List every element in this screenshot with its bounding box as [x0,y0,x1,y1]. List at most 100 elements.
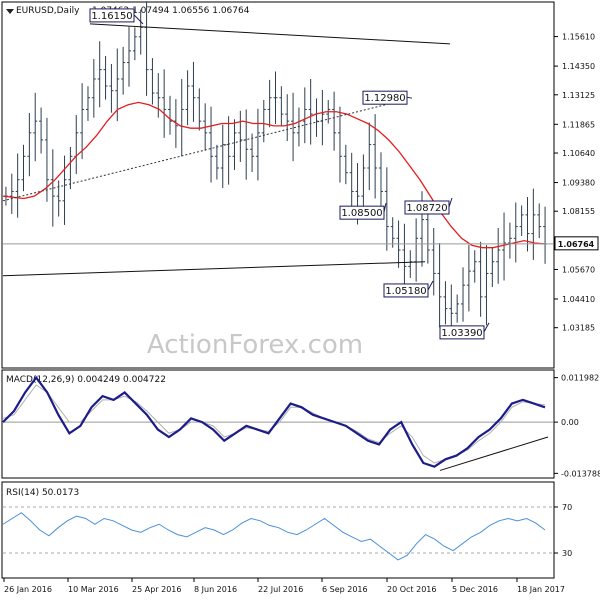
current-price-tag [554,236,599,251]
rsi-tick-label: 70 [562,503,572,512]
price-tick-label: 1.13125 [562,91,595,100]
upper-trendline [89,23,451,45]
price-bar [443,281,448,325]
price-bar [308,78,313,145]
price-bar [437,242,442,328]
x-tick-label: 26 Jan 2016 [4,585,52,594]
price-bar [56,180,61,217]
price-bar [378,152,383,208]
annotation-label: 1.08720 [406,203,447,214]
lower-trendline [2,261,426,277]
price-bar [461,267,466,322]
price-annotation: 1.05180 [383,280,434,298]
annotation-leader [133,14,144,25]
price-bar [390,217,395,248]
price-bar [50,149,55,227]
x-tick-label: 10 Mar 2016 [68,585,119,594]
price-bar [285,94,290,142]
rsi-panel-frame [1,481,555,579]
price-bar [62,155,67,225]
price-bar [273,71,278,124]
price-bar [109,63,114,113]
axis-layer: 1.15610 1.14350 1.13125 1.11865 1.10640 1.093… [3,33,600,594]
price-bar [267,79,272,128]
x-tick-label: 6 Sep 2016 [322,585,368,594]
annotation-box [404,200,450,215]
price-bar [214,144,219,180]
price-bar [179,78,184,157]
price-bar [332,91,337,151]
macd-tick-label: -0.013788 [561,469,600,478]
price-bar [320,89,325,146]
price-bar [244,109,249,180]
moving-average-line [2,101,546,249]
price-annotation: 1.08500 [339,203,387,220]
price-bar [103,56,108,100]
price-bar [414,218,419,282]
price-bar [126,26,131,87]
price-bar [156,73,161,118]
x-tick-label: 20 Oct 2016 [387,585,436,594]
price-bar [472,250,477,283]
price-tick-label: 1.11865 [562,120,595,129]
price-bar [525,197,530,252]
x-tick-label: 8 Jun 2016 [194,585,237,594]
x-tick-label: 5 Dec 2016 [452,585,498,594]
price-bar [384,167,389,251]
price-bar [21,144,26,192]
price-tick-label: 1.09380 [562,179,595,188]
header-ohlc: 1.07462 1.07494 1.06556 1.06764 [92,6,250,16]
price-bar [9,173,14,214]
price-bar [496,227,501,284]
current-price-label: 1.06764 [558,240,595,249]
price-bar [162,69,167,138]
price-bar [220,124,225,188]
annotation-leader [448,197,453,208]
macd-title: MACD(12,26,9) 0.004249 0.004722 [6,375,166,385]
price-tick-label: 1.14350 [562,62,595,71]
price-bar [408,250,413,278]
price-tick-label: 1.15610 [562,33,595,42]
price-bar [349,152,354,212]
price-bar [337,106,342,183]
price-bar [80,83,85,160]
price-bar [291,92,296,162]
price-bar [367,122,372,191]
annotation-leader [383,203,387,213]
annotation-leader [427,280,434,291]
price-bar [361,154,366,210]
x-tick-label: 25 Apr 2016 [132,585,181,594]
price-layer: 1.16150 1.12980 1.08500 1.08720 1.05180 1.033… [2,1,553,340]
macd-trendline [439,436,549,471]
chart-header: EURUSD,Daily 1.07462 1.07494 1.06556 1.0… [6,6,250,16]
price-bar [250,133,255,172]
price-bar [33,92,38,162]
annotation-box [383,283,429,298]
macd-layer: MACD(12,26,9) 0.004249 0.004722 [2,375,553,471]
annotation-leader [483,322,490,333]
price-bar [484,245,489,326]
header-triangle-icon [6,9,14,14]
price-bar [238,110,243,162]
price-bar [261,100,266,143]
rsi-tick-label: 30 [562,549,572,558]
price-bar [15,153,20,218]
price-bar [314,98,319,137]
price-bar [191,61,196,122]
price-bar [27,112,32,177]
price-panel-frame [1,1,555,369]
price-bar [343,144,348,185]
price-bar [91,59,96,118]
x-tick-label: 22 Jul 2016 [258,585,303,594]
price-bar [543,206,548,264]
price-bar [279,86,284,126]
price-bar [226,116,231,185]
price-annotation: 1.12980 [362,90,413,105]
price-bar [466,244,471,312]
annotation-label: 1.08500 [341,208,382,219]
price-annotation: 1.03390 [439,322,490,340]
annotation-label: 1.12980 [364,93,405,104]
price-bar [507,222,512,259]
x-tick-label: 18 Jan 2017 [517,585,565,594]
